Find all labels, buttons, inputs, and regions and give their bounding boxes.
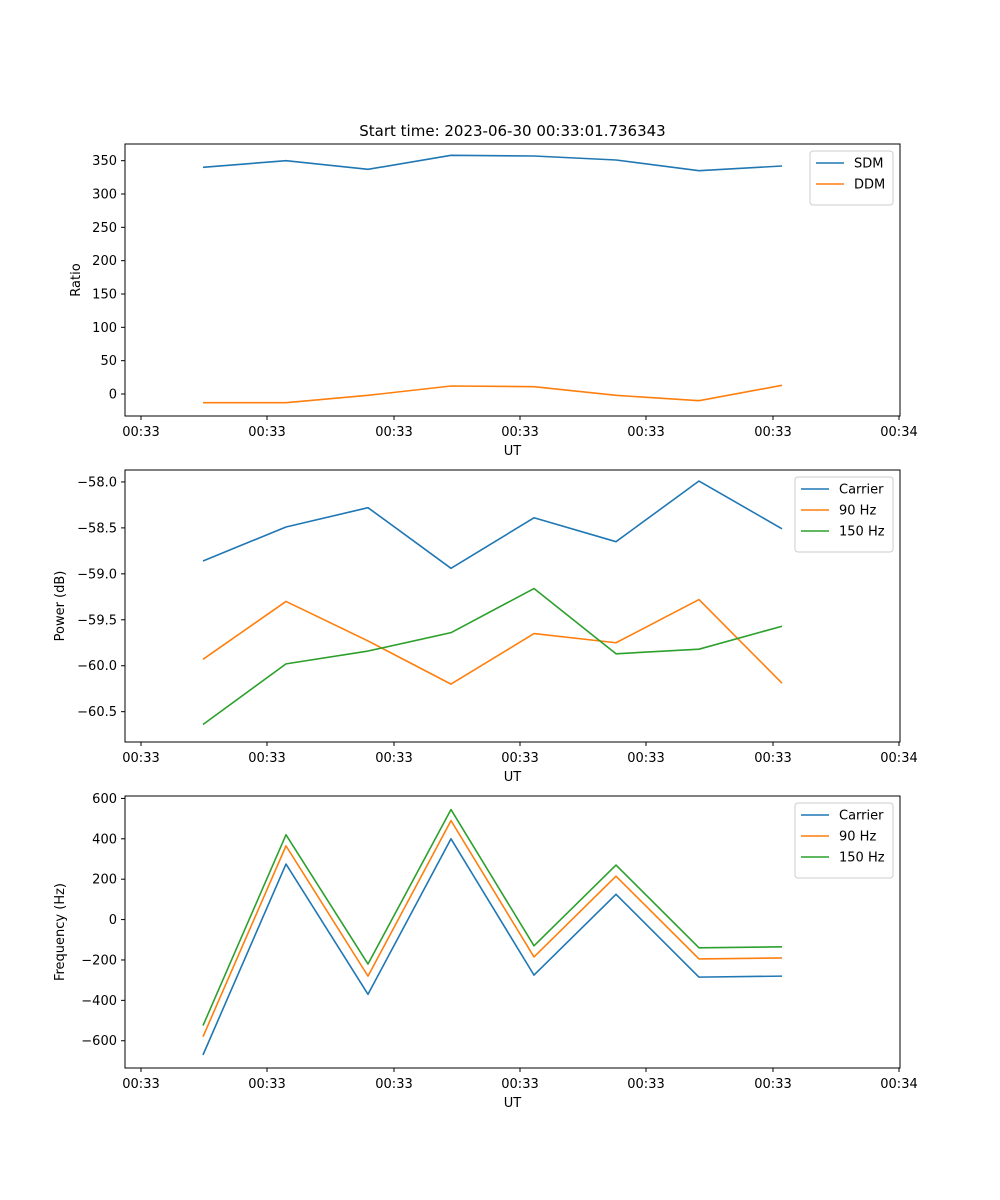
y-tick-label: 400	[92, 832, 117, 847]
y-axis-label: Ratio	[69, 263, 84, 296]
series-line-carrier	[202, 480, 783, 570]
axes-frame	[124, 143, 901, 417]
y-axis-label: Power (dB)	[53, 571, 68, 642]
y-tick-label: −58.5	[77, 521, 117, 536]
x-tick-label: 00:33	[501, 751, 538, 766]
legend-label: Carrier	[839, 483, 884, 498]
x-tick-label: 00:33	[122, 1077, 159, 1092]
legend-box	[794, 476, 894, 553]
x-tick-label: 00:33	[375, 1077, 412, 1092]
series-line-ddm	[203, 384, 783, 404]
y-tick-label: 100	[92, 321, 117, 336]
series-line-carrier	[202, 838, 783, 1056]
legend-label: DDM	[854, 178, 885, 193]
x-tick-label: 00:33	[501, 425, 538, 440]
x-tick-label: 00:33	[627, 425, 664, 440]
chart-title: Start time: 2023-06-30 00:33:01.736343	[359, 122, 665, 140]
x-tick-label: 00:33	[248, 1077, 285, 1092]
y-tick-label: 600	[92, 792, 117, 807]
x-axis-label: UT	[504, 1096, 522, 1111]
legend-label: 90 Hz	[839, 830, 876, 845]
y-tick-label: 0	[109, 913, 117, 928]
x-tick-label: 00:33	[754, 751, 791, 766]
x-tick-label: 00:33	[627, 751, 664, 766]
axes-frame	[124, 469, 901, 743]
series-line-90-hz	[202, 819, 783, 1038]
y-tick-label: −200	[81, 953, 117, 968]
x-tick-label: 00:33	[248, 751, 285, 766]
subplot-1: 00:33 00:33 00:33 00:33 00:33 00:33 00:34 0 50 10…	[69, 122, 918, 459]
legend: SDM DDM	[809, 150, 894, 206]
series-line-sdm	[202, 154, 783, 172]
legend-label: 150 Hz	[839, 525, 885, 540]
x-tick-label: 00:33	[122, 425, 159, 440]
subplot-3: 00:33 00:33 00:33 00:33 00:33 00:33 00:34 −600 −…	[53, 792, 918, 1111]
legend-label: SDM	[854, 157, 883, 172]
series-line-150-hz	[202, 587, 783, 726]
y-tick-label: −400	[81, 994, 117, 1009]
subplot-2: 00:33 00:33 00:33 00:33 00:33 00:33 00:34 −60.5…	[53, 469, 918, 785]
x-tick-label: 00:33	[122, 751, 159, 766]
y-tick-label: −59.0	[77, 567, 117, 582]
x-tick-label: 00:33	[501, 1077, 538, 1092]
y-tick-label: −58.0	[77, 475, 117, 490]
x-tick-label: 00:33	[375, 425, 412, 440]
x-tick-label: 00:34	[880, 751, 917, 766]
y-tick-label: 350	[92, 154, 117, 169]
y-tick-label: −60.5	[77, 705, 117, 720]
y-tick-label: 0	[109, 388, 117, 403]
x-tick-label: 00:33	[754, 425, 791, 440]
series-line-150-hz	[202, 808, 783, 1026]
x-axis-label: UT	[504, 444, 522, 459]
x-tick-label: 00:33	[375, 751, 412, 766]
y-tick-label: 150	[92, 288, 117, 303]
y-tick-label: −60.0	[77, 659, 117, 674]
series-line-90-hz	[202, 598, 783, 685]
y-tick-label: 50	[100, 354, 117, 369]
x-tick-label: 00:33	[248, 425, 285, 440]
y-tick-label: 200	[92, 873, 117, 888]
axes-frame	[124, 795, 901, 1069]
x-tick-label: 00:33	[627, 1077, 664, 1092]
legend-box	[809, 150, 894, 206]
y-axis-label: Frequency (Hz)	[53, 883, 68, 981]
legend-label: Carrier	[839, 809, 884, 824]
legend-label: 90 Hz	[839, 504, 876, 519]
y-tick-label: −600	[81, 1034, 117, 1049]
legend-label: 150 Hz	[839, 851, 885, 866]
y-tick-label: −59.5	[77, 613, 117, 628]
legend: Carrier 90 Hz 150 Hz	[794, 476, 894, 553]
y-tick-label: 300	[92, 188, 117, 203]
x-tick-label: 00:33	[754, 1077, 791, 1092]
legend: Carrier 90 Hz 150 Hz	[794, 802, 894, 879]
x-axis-label: UT	[504, 770, 522, 785]
y-tick-label: 250	[92, 221, 117, 236]
x-tick-label: 00:34	[880, 1077, 917, 1092]
legend-box	[794, 802, 894, 879]
y-tick-label: 200	[92, 254, 117, 269]
x-tick-label: 00:34	[880, 425, 917, 440]
